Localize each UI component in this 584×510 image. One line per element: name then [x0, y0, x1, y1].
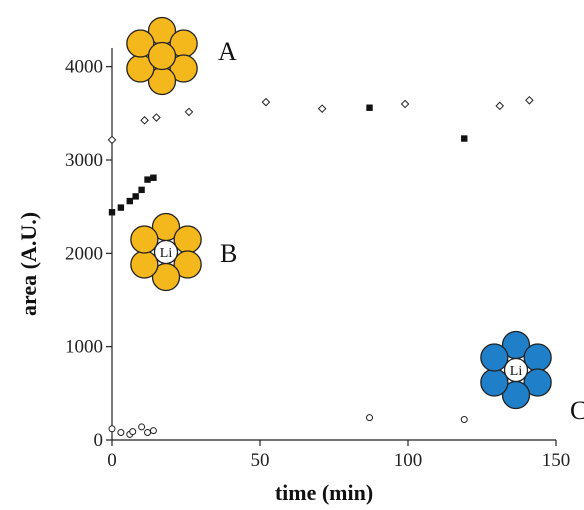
data-point-A	[107, 135, 117, 145]
center-circle	[147, 41, 177, 71]
x-axis-title: time (min)	[275, 480, 373, 505]
data-point-A	[140, 116, 149, 125]
outer-circle	[480, 368, 509, 397]
outer-circle	[173, 250, 202, 279]
structure-label: B	[220, 239, 237, 268]
data-point-A	[400, 99, 410, 109]
data-point-B	[150, 174, 157, 181]
outer-circle	[480, 343, 509, 372]
data-point-B	[132, 193, 139, 200]
data-point-B	[117, 204, 125, 211]
x-tick-label: 0	[107, 450, 117, 471]
data-point-A	[317, 104, 327, 113]
outer-circle	[169, 54, 198, 83]
data-point-B	[366, 104, 373, 111]
structure-label: C	[570, 396, 584, 425]
data-point-B	[126, 197, 133, 205]
axes: 0 1000 2000 3000 4000 0 50 100 150 time (min) area…	[16, 48, 570, 505]
data-point-B	[461, 135, 468, 142]
data-point-A	[261, 97, 271, 107]
x-tick-label: 50	[251, 450, 270, 471]
data-point-C	[129, 428, 137, 436]
structure-C: Li C	[480, 330, 584, 425]
data-point-B	[144, 176, 151, 183]
y-tick-label: 1000	[65, 337, 103, 358]
y-tick-label: 0	[94, 430, 104, 451]
center-atom-label: Li	[510, 364, 523, 379]
data-marks	[107, 95, 534, 438]
outer-circle	[130, 250, 159, 279]
data-point-A	[184, 107, 194, 117]
data-point-A	[495, 101, 505, 111]
data-point-A	[152, 113, 161, 122]
structure-B: Li B	[130, 212, 237, 292]
y-tick-label: 4000	[65, 57, 103, 78]
outer-circle	[130, 225, 159, 254]
outer-circle	[173, 225, 202, 254]
data-point-C	[149, 427, 157, 435]
x-tick-label: 150	[542, 450, 571, 471]
data-point-C	[108, 425, 116, 433]
data-point-C	[117, 429, 125, 437]
y-axis-title: area (A.U.)	[16, 212, 41, 316]
y-tick-label: 3000	[65, 150, 103, 171]
data-point-C	[144, 429, 152, 437]
center-atom-label: Li	[160, 246, 173, 261]
center-circle	[153, 239, 179, 265]
data-point-C	[366, 414, 374, 422]
data-point-B	[108, 209, 116, 216]
outer-circle	[126, 29, 155, 58]
structures: A Li B Li C	[126, 16, 584, 425]
data-point-A	[525, 95, 534, 105]
structure-label: A	[218, 37, 237, 66]
data-point-B	[138, 186, 145, 194]
structure-A: A	[126, 16, 237, 96]
data-point-C	[460, 415, 468, 423]
outer-circle	[523, 368, 552, 397]
x-tick-label: 100	[394, 450, 423, 471]
y-tick-label: 2000	[65, 243, 103, 264]
center-circle	[503, 357, 529, 383]
data-point-C	[138, 423, 146, 431]
outer-circle	[523, 343, 552, 372]
